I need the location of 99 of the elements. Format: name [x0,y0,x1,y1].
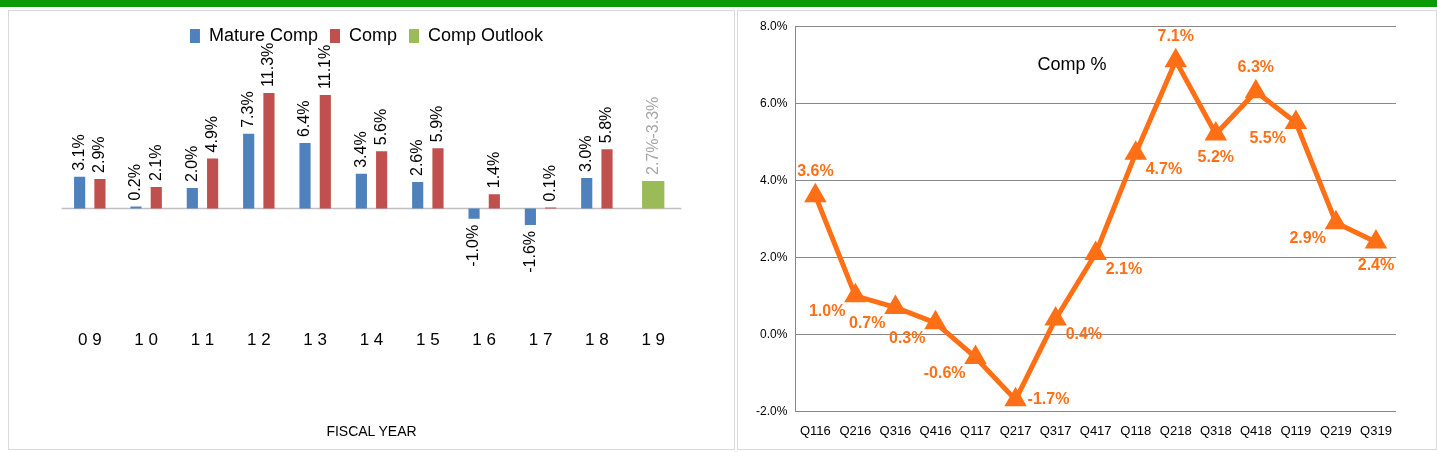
bar [524,208,536,225]
point [1284,109,1307,129]
data-label: 11.1% [315,44,333,89]
bar [412,181,424,209]
data-label: 3.4% [351,131,369,168]
x-tick-label: 1 1 [190,329,215,349]
data-label: 2.9% [90,136,108,173]
data-label: 5.9% [428,105,446,143]
bar [355,173,367,209]
data-label: -1.7% [1027,390,1070,408]
x-tick-label: 1 3 [303,329,327,349]
data-label: 7.3% [239,91,257,128]
data-label: 3.6% [797,162,834,180]
bar [581,177,593,209]
data-label: 2.7%-3.3% [643,96,661,175]
y-tick-label: 6.0% [759,95,788,110]
data-label: 4.9% [203,115,221,153]
x-tick-label: Q418 [1239,422,1272,438]
x-tick-label: Q318 [1199,422,1232,438]
data-label: 11.3% [259,42,277,87]
data-label: 0.3% [889,329,926,347]
bar [243,133,255,209]
data-label: 7.1% [1157,27,1194,45]
x-tick-label: 1 8 [585,329,609,349]
point [884,294,906,314]
data-label: 4.7% [1145,159,1183,177]
x-tick-label: Q216 [839,422,872,438]
data-label: 2.4% [1357,256,1395,274]
data-label: 6.4% [295,100,313,138]
bar [432,148,444,209]
bar [94,178,106,209]
point [1364,229,1388,249]
data-label: 5.2% [1197,148,1235,166]
bar [186,188,198,209]
x-tick-label: 1 2 [246,329,271,349]
text: Comp % [1037,54,1107,75]
x-axis-title: FISCAL YEAR [326,423,417,440]
data-label: -0.6% [923,363,966,381]
x-tick-label: 0 9 [77,329,102,349]
y-tick-label: 0.0% [759,326,788,341]
x-tick-label: Q316 [879,422,912,438]
y-tick-label: 8.0% [759,18,788,33]
point [1084,240,1107,260]
x-tick-label: Q217 [999,422,1032,438]
data-label: 5.6% [372,108,390,146]
data-label: 0.7% [848,313,886,331]
data-label: 0.2% [126,164,144,201]
data-label: 1.4% [484,151,502,189]
x-tick-label: 1 4 [359,329,384,349]
y-tick-label: 2.0% [759,249,788,264]
x-tick-label: Q117 [960,422,991,438]
bar [207,158,219,209]
data-label: 2.0% [182,145,200,183]
point [1204,121,1227,141]
data-label: 1.0% [808,302,846,320]
data-label: 5.5% [1249,128,1286,146]
data-label: -1.0% [464,224,482,267]
x-tick-label: Q317 [1039,422,1072,438]
data-label: 2.9% [1289,229,1326,247]
x-tick-label: Q118 [1120,422,1152,438]
bar [468,208,480,219]
data-label: 3.1% [70,134,88,171]
y-tick-label: -2.0% [755,403,788,418]
data-label: -1.6% [520,230,538,273]
data-label: 3.0% [577,135,595,172]
x-tick-label: Q219 [1320,422,1352,438]
bar [488,194,500,209]
bar [601,149,613,209]
x-tick-label: 1 0 [134,329,158,349]
legend-label: Comp [348,24,397,45]
bar [299,143,311,209]
data-label: 0.1% [541,165,559,202]
bar [150,187,162,209]
data-label: 2.1% [1105,259,1143,277]
bar [130,206,142,209]
x-tick-label: Q319 [1360,422,1392,438]
x-tick-label: 1 5 [416,329,440,349]
point [1124,140,1147,160]
x-tick-label: Q119 [1280,422,1312,438]
bar [319,94,331,209]
x-tick-label: Q218 [1159,422,1192,438]
bar [642,180,665,209]
bar [376,151,388,209]
data-label: 6.3% [1237,58,1275,76]
data-label: 5.8% [597,106,615,144]
x-tick-label: 1 6 [472,329,497,349]
bar [74,176,86,209]
y-tick-label: 4.0% [759,172,788,187]
legend-label: Comp Outlook [428,24,545,45]
bar [263,92,275,209]
x-tick-label: Q416 [919,422,952,438]
data-label: 0.4% [1065,325,1103,343]
x-tick-label: 1 9 [641,329,666,349]
data-label: 2.6% [408,139,426,176]
point [964,344,987,364]
x-tick-label: Q417 [1079,422,1112,438]
data-label: 2.1% [146,144,164,182]
x-tick-label: Q116 [799,422,831,438]
x-tick-label: 1 7 [528,329,553,349]
